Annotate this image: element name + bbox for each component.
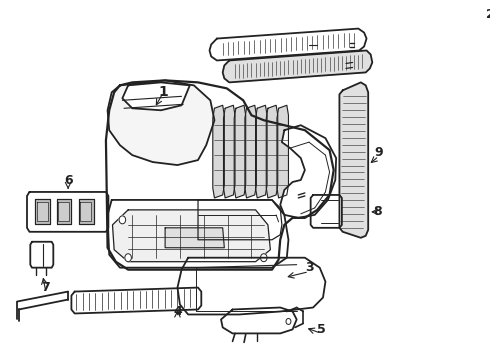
Polygon shape [106, 80, 334, 270]
Polygon shape [122, 82, 190, 110]
Polygon shape [35, 199, 50, 224]
Text: 4: 4 [173, 305, 182, 318]
Circle shape [125, 254, 131, 262]
Circle shape [261, 254, 267, 262]
Polygon shape [58, 202, 69, 221]
Polygon shape [213, 105, 224, 198]
Polygon shape [311, 195, 342, 228]
Polygon shape [72, 288, 201, 314]
Polygon shape [30, 242, 53, 268]
Polygon shape [266, 105, 278, 198]
Polygon shape [277, 105, 289, 198]
Text: 8: 8 [373, 205, 382, 219]
Polygon shape [79, 199, 94, 224]
Text: 2: 2 [486, 8, 490, 21]
Text: 6: 6 [64, 174, 73, 186]
Polygon shape [234, 105, 245, 198]
Text: 5: 5 [317, 323, 326, 336]
Polygon shape [57, 199, 72, 224]
Polygon shape [221, 307, 296, 333]
Text: 9: 9 [374, 145, 383, 159]
Polygon shape [256, 105, 267, 198]
Polygon shape [222, 50, 372, 82]
Circle shape [286, 319, 291, 324]
Polygon shape [340, 82, 368, 238]
Polygon shape [80, 202, 91, 221]
Polygon shape [245, 105, 256, 198]
Text: 7: 7 [42, 281, 50, 294]
Polygon shape [37, 202, 48, 221]
Polygon shape [280, 125, 336, 218]
Polygon shape [223, 105, 235, 198]
Circle shape [119, 216, 125, 224]
Text: 3: 3 [305, 261, 313, 274]
Polygon shape [108, 80, 215, 165]
Polygon shape [27, 192, 108, 232]
Polygon shape [113, 210, 270, 262]
Polygon shape [177, 258, 325, 315]
Polygon shape [210, 28, 367, 60]
Polygon shape [108, 200, 289, 268]
Polygon shape [165, 228, 224, 248]
Text: 1: 1 [159, 85, 169, 99]
